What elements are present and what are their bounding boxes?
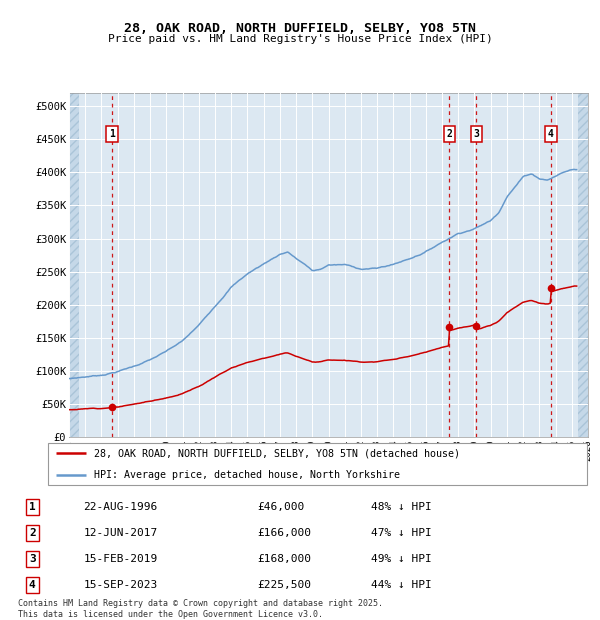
Text: 44% ↓ HPI: 44% ↓ HPI	[371, 580, 432, 590]
Text: 28, OAK ROAD, NORTH DUFFIELD, SELBY, YO8 5TN (detached house): 28, OAK ROAD, NORTH DUFFIELD, SELBY, YO8…	[94, 448, 460, 458]
Text: Contains HM Land Registry data © Crown copyright and database right 2025.
This d: Contains HM Land Registry data © Crown c…	[18, 600, 383, 619]
Text: 47% ↓ HPI: 47% ↓ HPI	[371, 528, 432, 538]
Text: £166,000: £166,000	[257, 528, 311, 538]
Text: 12-JUN-2017: 12-JUN-2017	[83, 528, 158, 538]
Bar	[578, 93, 595, 437]
Bar	[69, 93, 79, 437]
Text: HPI: Average price, detached house, North Yorkshire: HPI: Average price, detached house, Nort…	[94, 470, 400, 480]
Text: Price paid vs. HM Land Registry's House Price Index (HPI): Price paid vs. HM Land Registry's House …	[107, 34, 493, 44]
Text: 49% ↓ HPI: 49% ↓ HPI	[371, 554, 432, 564]
Text: 48% ↓ HPI: 48% ↓ HPI	[371, 502, 432, 512]
Text: 15-SEP-2023: 15-SEP-2023	[83, 580, 158, 590]
Text: 15-FEB-2019: 15-FEB-2019	[83, 554, 158, 564]
FancyBboxPatch shape	[48, 443, 587, 485]
Text: 1: 1	[109, 129, 115, 139]
Text: 28, OAK ROAD, NORTH DUFFIELD, SELBY, YO8 5TN: 28, OAK ROAD, NORTH DUFFIELD, SELBY, YO8…	[124, 22, 476, 35]
Text: 4: 4	[548, 129, 554, 139]
Text: 2: 2	[29, 528, 35, 538]
Text: 4: 4	[29, 580, 35, 590]
Text: 3: 3	[29, 554, 35, 564]
Text: 22-AUG-1996: 22-AUG-1996	[83, 502, 158, 512]
Text: 1: 1	[29, 502, 35, 512]
Text: 3: 3	[473, 129, 479, 139]
Text: £46,000: £46,000	[257, 502, 305, 512]
Text: £168,000: £168,000	[257, 554, 311, 564]
Text: 2: 2	[446, 129, 452, 139]
Text: £225,500: £225,500	[257, 580, 311, 590]
